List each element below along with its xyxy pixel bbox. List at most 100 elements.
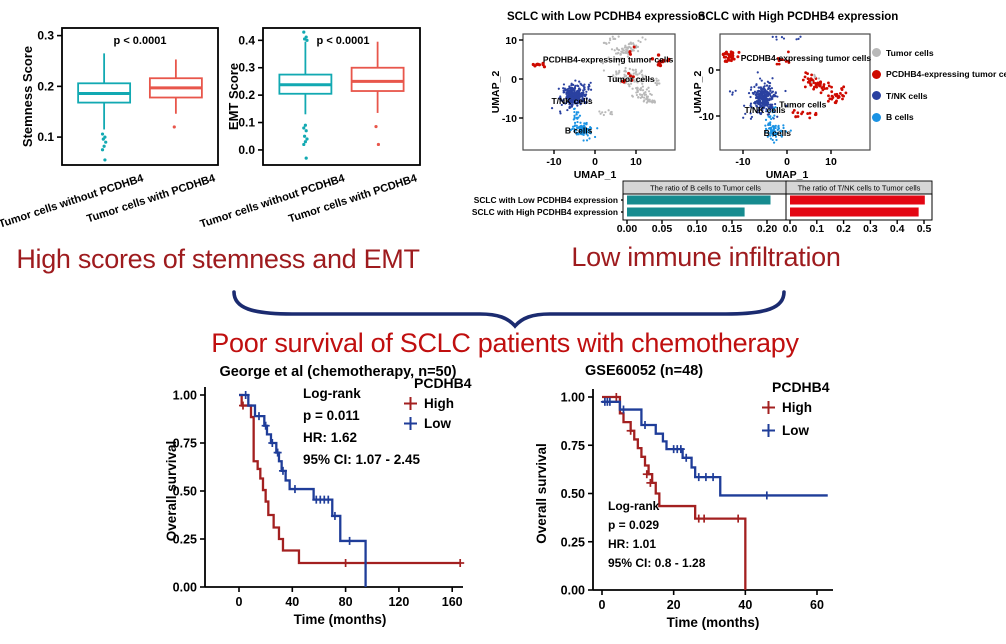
svg-text:0.50: 0.50	[561, 487, 585, 501]
svg-text:HR: 1.01: HR: 1.01	[608, 537, 656, 551]
legend-label: T/NK cells	[886, 90, 928, 101]
svg-text:UMAP_2: UMAP_2	[490, 71, 502, 114]
svg-text:20: 20	[667, 598, 681, 612]
svg-text:120: 120	[388, 595, 409, 609]
svg-text:0.25: 0.25	[173, 533, 197, 547]
svg-text:0.3: 0.3	[238, 61, 255, 75]
svg-text:0.0: 0.0	[238, 143, 255, 157]
svg-text:10: 10	[505, 35, 517, 47]
svg-text:GSE60052 (n=48): GSE60052 (n=48)	[585, 363, 703, 379]
svg-text:The ratio of B cells to Tumor: The ratio of B cells to Tumor cells	[650, 184, 761, 193]
svg-text:-10: -10	[546, 156, 561, 168]
svg-text:0.50: 0.50	[173, 485, 197, 499]
svg-text:10: 10	[630, 156, 642, 168]
caption-stemness-emt: High scores of stemness and EMT	[16, 244, 420, 274]
svg-text:1.00: 1.00	[561, 391, 585, 405]
brace-icon	[232, 290, 786, 329]
svg-text:40: 40	[738, 598, 752, 612]
svg-text:10: 10	[825, 156, 837, 168]
svg-text:PCDHB4: PCDHB4	[414, 375, 472, 391]
legend-item-b: B cells	[872, 107, 1006, 129]
svg-text:95% CI: 0.8 - 1.28: 95% CI: 0.8 - 1.28	[608, 556, 706, 570]
km-plot-gse60052: GSE60052 (n=48) 0.00 0.25 0.50 0.75 1.00 0 20 40…	[534, 363, 833, 630]
svg-text:Overall survival: Overall survival	[164, 441, 179, 542]
legend-item-tnk: T/NK cells	[872, 85, 1006, 107]
svg-text:0: 0	[599, 598, 606, 612]
svg-text:0.1: 0.1	[809, 223, 824, 235]
svg-text:B cells: B cells	[764, 128, 792, 138]
svg-text:George et al (chemotherapy, n=: George et al (chemotherapy, n=50)	[219, 364, 456, 380]
svg-text:0.1: 0.1	[238, 116, 255, 130]
umap-high-expression: SCLC with High PCDHB4 expression -10 0 10 0 -…	[692, 11, 898, 181]
svg-text:PCDHB4-expressing tumor cells: PCDHB4-expressing tumor cells	[741, 53, 872, 63]
svg-text:0.2: 0.2	[836, 223, 851, 235]
svg-text:0.00: 0.00	[561, 584, 585, 598]
svg-text:-10: -10	[699, 111, 714, 123]
svg-text:Overall survival: Overall survival	[534, 443, 549, 544]
svg-text:p < 0.0001: p < 0.0001	[317, 35, 370, 47]
svg-text:Log-rank: Log-rank	[303, 386, 361, 401]
svg-text:0: 0	[592, 156, 598, 168]
svg-text:0.1: 0.1	[37, 130, 54, 144]
svg-text:p = 0.011: p = 0.011	[303, 408, 360, 423]
legend-label: B cells	[886, 112, 914, 123]
svg-text:80: 80	[339, 595, 353, 609]
svg-text:Low: Low	[424, 416, 451, 431]
svg-text:0: 0	[784, 156, 790, 168]
svg-text:SCLC with High PCDHB4 expressi: SCLC with High PCDHB4 expression	[472, 207, 618, 217]
svg-text:0.00: 0.00	[173, 581, 197, 595]
svg-text:High: High	[782, 400, 812, 415]
svg-text:40: 40	[285, 595, 299, 609]
svg-text:T/NK cells: T/NK cells	[744, 105, 785, 115]
umap-legend: Tumor cells PCDHB4-expressing tumor cell…	[872, 42, 1006, 128]
svg-text:0.0: 0.0	[783, 223, 798, 235]
svg-text:EMT Score: EMT Score	[226, 63, 241, 130]
cell-ratio-barcharts: SCLC with Low PCDHB4 expression SCLC with…	[472, 180, 933, 235]
svg-text:T/NK cells: T/NK cells	[551, 96, 592, 106]
svg-text:0.2: 0.2	[238, 88, 255, 102]
svg-text:-10: -10	[735, 156, 750, 168]
emt-boxplot: 0.0 0.1 0.2 0.3 0.4 EMT Score Tumor cells with…	[199, 27, 421, 231]
svg-text:Stemness Score: Stemness Score	[20, 46, 35, 147]
svg-text:0.25: 0.25	[561, 535, 585, 549]
legend-label: Tumor cells	[886, 47, 934, 58]
caption-poor-survival: Poor survival of SCLC patients with chem…	[211, 328, 799, 358]
svg-text:Tumor cells with PCDHB4: Tumor cells with PCDHB4	[85, 172, 217, 225]
svg-text:UMAP_1: UMAP_1	[766, 169, 809, 181]
svg-text:Tumor cells with PCDHB4: Tumor cells with PCDHB4	[287, 172, 419, 225]
svg-text:Tumor cells: Tumor cells	[608, 74, 655, 84]
svg-text:0.10: 0.10	[687, 223, 708, 235]
svg-text:Time (months): Time (months)	[667, 615, 760, 630]
svg-text:SCLC with High PCDHB4 expressi: SCLC with High PCDHB4 expression	[698, 11, 899, 23]
svg-text:0.4: 0.4	[238, 33, 255, 47]
svg-text:UMAP_2: UMAP_2	[692, 71, 704, 114]
svg-text:p = 0.029: p = 0.029	[608, 518, 659, 532]
svg-text:p < 0.0001: p < 0.0001	[114, 35, 167, 47]
svg-text:0.3: 0.3	[37, 29, 54, 43]
svg-text:0.2: 0.2	[37, 79, 54, 93]
svg-text:Log-rank: Log-rank	[608, 499, 660, 513]
svg-text:HR: 1.62: HR: 1.62	[303, 430, 357, 445]
pcdhb4-cells-swatch	[872, 69, 881, 79]
svg-text:0.00: 0.00	[617, 223, 638, 235]
svg-text:1.00: 1.00	[173, 389, 197, 403]
km-plot-george: George et al (chemotherapy, n=50) 0.00 0.2…	[164, 364, 472, 627]
svg-text:Low: Low	[782, 423, 809, 438]
svg-text:160: 160	[442, 595, 463, 609]
svg-text:0.4: 0.4	[890, 223, 905, 235]
legend-item-pcdhb4: PCDHB4-expressing tumor cells	[872, 64, 1006, 86]
svg-text:Time (months): Time (months)	[294, 612, 387, 627]
svg-text:0: 0	[511, 74, 517, 86]
svg-text:0: 0	[236, 595, 243, 609]
tnk-cells-swatch	[872, 91, 881, 101]
svg-text:SCLC with Low PCDHB4 expressio: SCLC with Low PCDHB4 expression	[474, 195, 618, 205]
legend-item-tumor: Tumor cells	[872, 42, 1006, 64]
svg-text:0.75: 0.75	[173, 437, 197, 451]
caption-immune-infiltration: Low immune infiltration	[571, 242, 841, 272]
tumor-cells-swatch	[872, 48, 881, 58]
svg-text:0.20: 0.20	[757, 223, 778, 235]
svg-text:95% CI: 1.07 - 2.45: 95% CI: 1.07 - 2.45	[303, 452, 421, 467]
legend-label: PCDHB4-expressing tumor cells	[886, 69, 1006, 80]
